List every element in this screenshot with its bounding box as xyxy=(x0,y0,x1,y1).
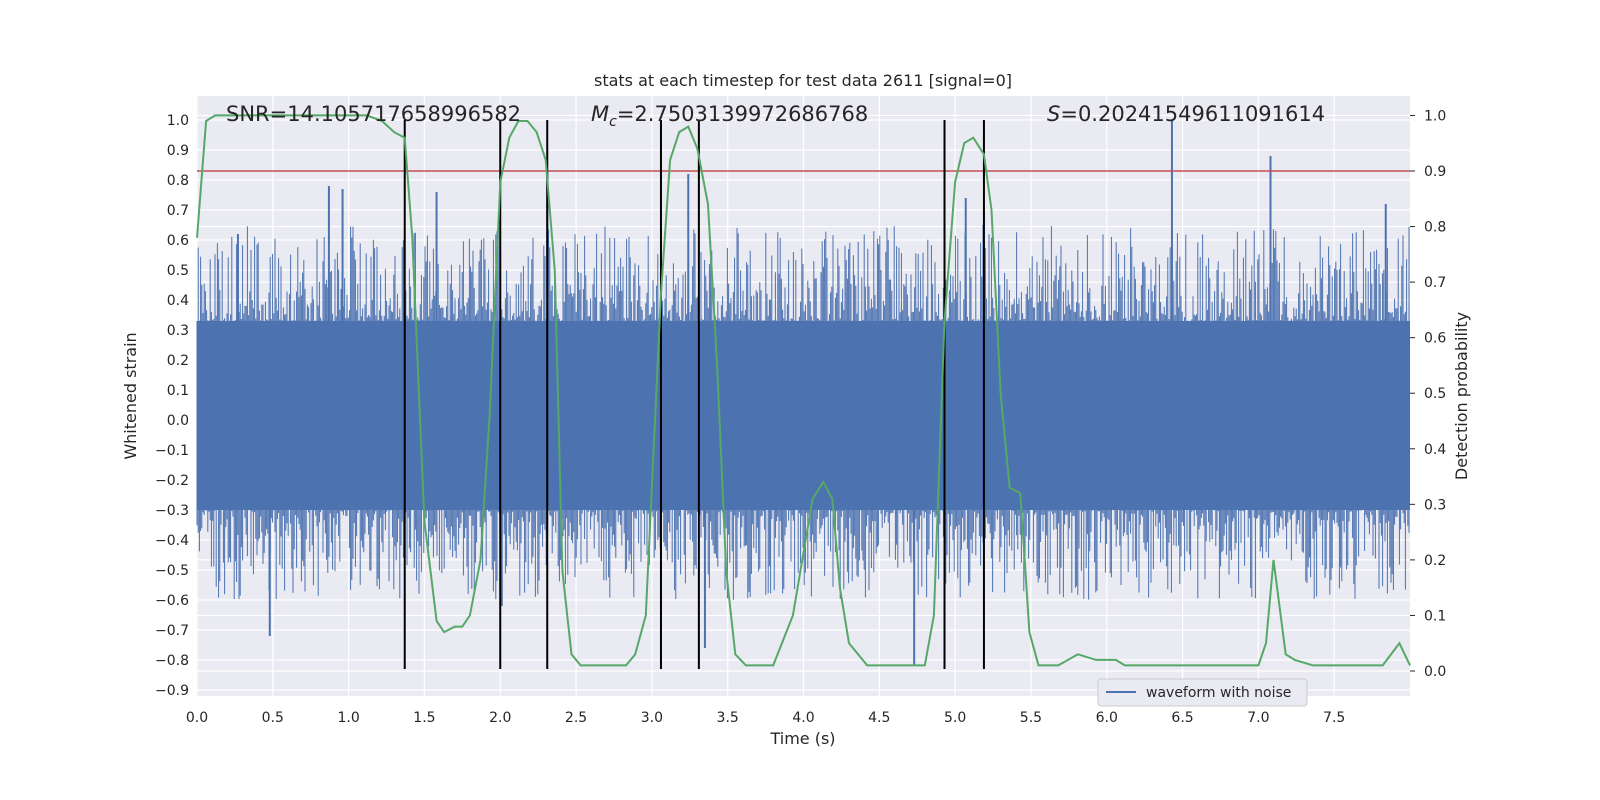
chirp-mass-value: =2.7503139972686768 xyxy=(617,102,868,126)
legend: waveform with noise xyxy=(1097,678,1308,707)
y2-axis-label: Detection probability xyxy=(1452,312,1471,480)
legend-label: waveform with noise xyxy=(1146,685,1291,701)
y-tick-label: −0.8 xyxy=(155,653,189,669)
x-tick-label: 4.0 xyxy=(792,710,814,726)
x-tick-label: 7.5 xyxy=(1323,710,1345,726)
chirp-mass-annotation: Mc=2.7503139972686768 xyxy=(591,102,868,130)
chirp-mass-symbol: M xyxy=(591,102,609,126)
x-tick-label: 2.0 xyxy=(489,710,511,726)
y-tick-label: −0.4 xyxy=(155,533,189,549)
x-tick-label: 3.0 xyxy=(641,710,663,726)
y-tick-label: 0.0 xyxy=(167,413,189,429)
s-value: =0.20241549611091614 xyxy=(1060,102,1325,126)
x-tick-label: 2.5 xyxy=(565,710,587,726)
y-tick-label: −0.6 xyxy=(155,593,189,609)
vertical-markers xyxy=(403,120,985,669)
y2-tick-label: 0.5 xyxy=(1424,386,1446,402)
y-tick-label: −0.7 xyxy=(155,623,189,639)
x-tick-label: 1.0 xyxy=(337,710,359,726)
y-tick-label: 0.9 xyxy=(167,143,189,159)
y-tick-label: −0.9 xyxy=(155,683,189,699)
noise-spikes xyxy=(196,225,1410,600)
y-tick-label: 0.7 xyxy=(167,203,189,219)
y-tick-label: 0.4 xyxy=(167,293,189,309)
x-tick-label: 7.0 xyxy=(1247,710,1269,726)
s-annotation: S=0.20241549611091614 xyxy=(1047,102,1325,126)
x-axis-label: Time (s) xyxy=(769,729,835,748)
y-tick-label: 0.3 xyxy=(167,323,189,339)
x-tick-label: 3.5 xyxy=(717,710,739,726)
y-axis-label: Whitened strain xyxy=(121,332,140,459)
snr-annotation: SNR=14.105717658996582 xyxy=(226,102,521,126)
chirp-mass-subscript: c xyxy=(609,114,617,130)
x-tick-label: 5.0 xyxy=(944,710,966,726)
y2-tick-label: 0.1 xyxy=(1424,608,1446,624)
y-tick-label: 0.1 xyxy=(167,383,189,399)
x-tick-label: 1.5 xyxy=(413,710,435,726)
y-axis-ticks: 1.0 0.9 0.8 0.7 0.6 0.5 0.4 0.3 0.2 0.1 0.0 −0.1 −0.… xyxy=(155,113,189,699)
y-tick-label: −0.5 xyxy=(155,563,189,579)
s-symbol: S xyxy=(1047,102,1060,126)
x-tick-label: 6.5 xyxy=(1171,710,1193,726)
x-tick-label: 0.5 xyxy=(262,710,284,726)
x-axis-ticks: 0.0 0.5 1.0 1.5 2.0 2.5 3.0 3.5 4.0 4.5 5.0 5.5 6.0 6… xyxy=(186,710,1345,726)
y-tick-label: 0.5 xyxy=(167,263,189,279)
x-tick-label: 5.5 xyxy=(1020,710,1042,726)
y-tick-label: −0.3 xyxy=(155,503,189,519)
y-tick-label: 0.8 xyxy=(167,173,189,189)
y2-tick-label: 0.4 xyxy=(1424,442,1446,458)
x-tick-label: 4.5 xyxy=(868,710,890,726)
x-tick-label: 0.0 xyxy=(186,710,208,726)
chart-title: stats at each timestep for test data 261… xyxy=(594,71,1012,90)
y2-tick-label: 0.8 xyxy=(1424,220,1446,236)
y2-tick-label: 0.3 xyxy=(1424,497,1446,513)
y-tick-label: −0.1 xyxy=(155,443,189,459)
y2-tick-label: 0.7 xyxy=(1424,275,1446,291)
y-tick-label: 0.2 xyxy=(167,353,189,369)
y2-tick-label: 0.0 xyxy=(1424,664,1446,680)
y2-tick-label: 0.2 xyxy=(1424,553,1446,569)
x-tick-label: 6.0 xyxy=(1096,710,1118,726)
y-tick-label: 0.6 xyxy=(167,233,189,249)
waveform-noise-series xyxy=(196,120,1410,666)
y-tick-label: 1.0 xyxy=(167,113,189,129)
y-tick-label: −0.2 xyxy=(155,473,189,489)
y2-tick-label: 1.0 xyxy=(1424,108,1446,124)
y2-tick-label: 0.9 xyxy=(1424,164,1446,180)
detection-probability-line xyxy=(196,114,1411,667)
legend-box xyxy=(1097,678,1308,707)
y2-tick-label: 0.6 xyxy=(1424,331,1446,347)
y2-axis-ticks: 1.0 0.9 0.8 0.7 0.6 0.5 0.4 0.3 0.2 0.1 0.0 xyxy=(1410,108,1446,680)
